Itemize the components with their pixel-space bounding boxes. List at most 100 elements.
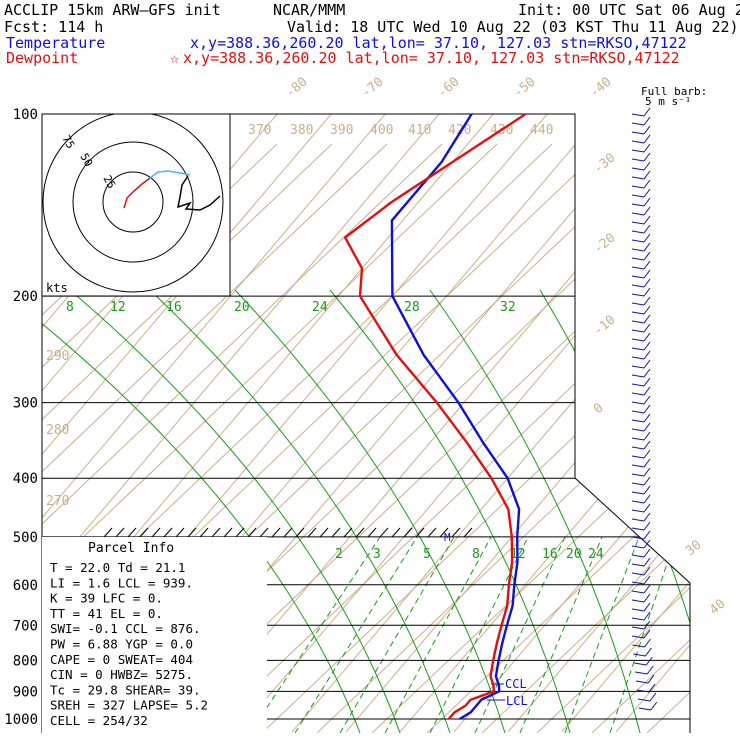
dewpoint-star-icon: ☆ [170,49,179,67]
dry-adiabat-line [206,143,690,733]
parcel-row: CIN = 0 HWBZ= 5275. [50,667,193,682]
moist-adiabat-line [42,289,361,733]
moist-adiabat-line [649,289,690,733]
wind-barb-flag [643,521,651,531]
isotherm-line [42,114,356,733]
isotherm-line [399,114,690,733]
wind-barb-flag [647,674,655,684]
wind-barb-flag [643,539,651,549]
wind-barb-flag [643,611,651,621]
wind-barb [631,329,645,333]
parcel-row: T = 22.0 Td = 21.1 [50,560,185,575]
wind-barb [634,662,647,666]
level-tick [151,527,161,538]
level-tick [319,527,329,538]
wind-barb [631,203,645,207]
wind-barb [631,338,645,342]
level-tick [451,527,461,538]
theta-label: 290 [46,349,69,364]
wind-barb [631,437,645,441]
wind-barb-flag [648,683,656,693]
isotherm-label: 0 [591,401,607,418]
valid-time: Valid: 18 UTC Wed 10 Aug 22 (03 KST Thu … [287,18,739,36]
level-tick [367,527,377,538]
wind-barb-flag [643,485,651,495]
wind-barb-flag [643,224,651,234]
wind-barb-flag [643,269,651,279]
isotherm-line [42,114,410,733]
moist-adiabat-label: 24 [312,300,328,315]
wind-barb [631,464,645,468]
mixing-ratio-label: 20 [566,547,582,562]
moist-adiabat-label: 28 [404,300,420,315]
wind-barb-flag [643,368,651,378]
moist-adiabat-label: 12 [110,300,126,315]
wind-barb [631,455,645,459]
level-tick [355,527,365,538]
wind-barb [636,680,649,684]
dry-adiabat-line [42,143,498,733]
wind-barb [631,608,645,612]
level-tick [247,527,257,538]
wind-barb-flag [643,386,651,396]
parcel-info-panel: Parcel Info T = 22.0 Td = 21.1LI = 1.6 L… [42,537,267,733]
theta-label: 380 [290,123,313,138]
wind-barb-flag [643,341,651,351]
init-time: Init: 00 UTC Sat 06 Aug 22 [518,1,740,19]
moist-adiabat-line [234,289,506,733]
wind-barb-flag [645,647,652,657]
theta-label: 390 [330,123,353,138]
wind-barb-flag [643,584,651,594]
parcel-row: SREH = 327 LAPSE= 5.2 [50,698,208,713]
wind-barb [631,365,645,369]
mixing-ratio-line [564,536,640,733]
mixing-ratio-line [294,536,418,733]
mixing-ratio-line [519,536,603,733]
parcel-row: TT = 41 EL = 0. [50,606,163,621]
wind-barb [631,428,645,432]
wind-barb-flag [643,179,651,189]
dry-adiabat-line [702,144,740,733]
wind-barb-flag [643,575,651,585]
wind-barb [631,626,645,630]
wind-barb [636,689,650,693]
mixing-ratio-line [339,536,455,733]
pressure-label-1000: 1000 [4,712,38,728]
wind-barb-flag [643,116,651,126]
moist-adiabat-line [329,289,571,733]
level-tick [403,527,413,538]
hodograph: 75 50 25 kts [41,113,231,297]
wind-barb [631,293,645,297]
theta-label: 400 [370,123,393,138]
wind-barb-flag [645,656,653,666]
mixing-ratio-label: 16 [542,547,558,562]
barb-legend-line2: 5 m s⁻¹ [645,95,691,108]
temperature-location: x,y=388.36,260.20 lat,lon= 37.10, 127.03… [190,34,687,52]
parcel-row: CAPE = 0 SWEAT= 404 [50,652,193,667]
wind-barb-flag [643,251,651,261]
mixing-ratio-label: 5 [423,547,431,562]
pressure-label-700: 700 [13,618,38,634]
moist-adiabat-label: 20 [234,300,250,315]
wind-barb-flag [643,260,651,270]
wind-barb-flag [643,395,651,405]
wind-barb [631,392,645,396]
wind-barb-flag [643,503,651,513]
level-tick [103,527,113,538]
ccl-label: CCL [505,677,527,691]
hodograph-ring-25: 25 [100,173,118,191]
isotherm-line [615,114,690,733]
wind-barb-flag [643,458,651,468]
wind-barb-flag [643,233,651,243]
wind-barb [631,176,645,180]
isotherm-label: -70 [359,74,387,101]
dry-adiabat-line [42,143,553,733]
wind-barb [637,698,650,702]
temperature-legend: Temperature [6,34,105,52]
parcel-row: K = 39 LFC = 0. [50,591,163,606]
wind-barb [633,653,646,657]
wind-barb [631,500,645,504]
wind-barb-flag [643,152,651,162]
theta-label: 270 [46,494,69,509]
wind-barb-flag [643,278,651,288]
